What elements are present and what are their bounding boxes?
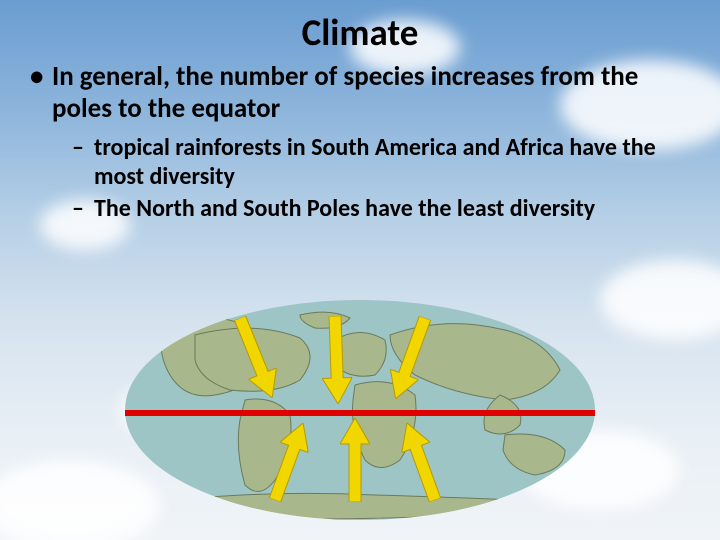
main-bullet: In general, the number of species increa… <box>24 61 696 126</box>
sub-bullet-1: The North and South Poles have the least… <box>24 195 696 224</box>
equator-line <box>125 410 595 416</box>
diversity-arrow-icon <box>340 418 370 502</box>
diversity-arrow-icon <box>320 315 353 404</box>
sub-bullet-0: tropical rainforests in South America an… <box>24 134 696 192</box>
page-title: Climate <box>24 10 696 55</box>
slide: Climate In general, the number of specie… <box>0 0 720 540</box>
world-map <box>125 300 595 520</box>
